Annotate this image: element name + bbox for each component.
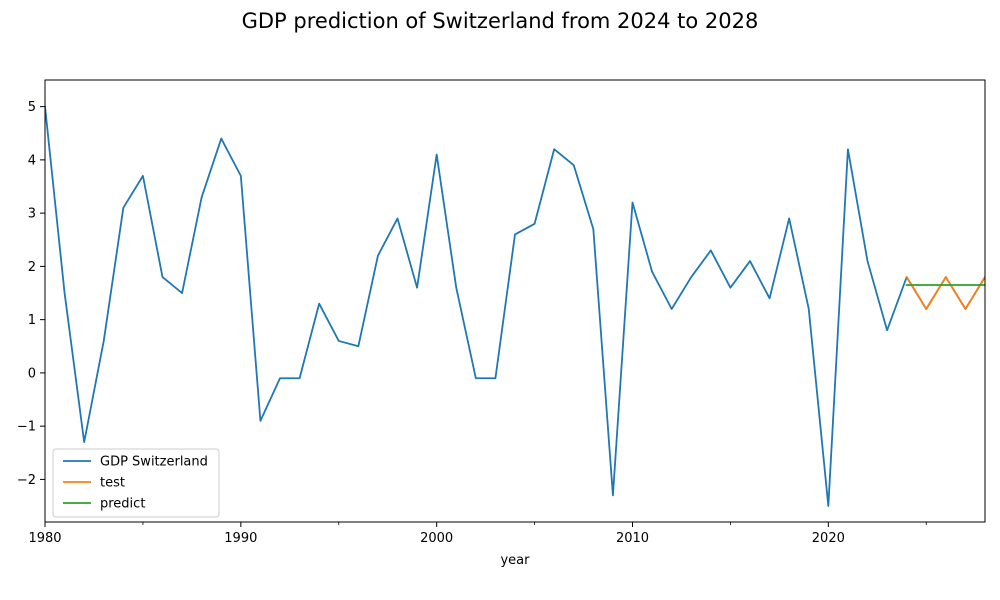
y-tick-label: 5 xyxy=(28,100,36,115)
y-tick-label: −2 xyxy=(17,473,36,488)
legend-label: GDP Switzerland xyxy=(100,455,208,470)
y-tick-label: −1 xyxy=(17,420,36,435)
legend: GDP Switzerland test predict xyxy=(52,448,220,518)
series-line-test xyxy=(905,275,985,310)
legend-label: predict xyxy=(100,497,145,512)
axes: 1980 1990 2000 2010 2020 −2 −1 0 1 2 3 4 5 xyxy=(17,79,986,546)
x-axis-label: year xyxy=(500,553,530,568)
series-group xyxy=(45,105,985,507)
y-tick-label: 3 xyxy=(28,207,36,222)
y-tick-label: 4 xyxy=(28,153,36,168)
legend-box xyxy=(52,448,220,518)
plot-area xyxy=(45,105,985,507)
series-line-gdp-switzerland xyxy=(45,105,985,507)
x-tick-label: 1980 xyxy=(28,531,61,546)
x-tick-label: 1990 xyxy=(224,531,257,546)
x-tick-label: 2020 xyxy=(812,531,845,546)
legend-label: test xyxy=(100,476,125,491)
y-tick-label: 2 xyxy=(28,260,36,275)
x-tick-label: 2010 xyxy=(616,531,649,546)
x-tick-label: 2000 xyxy=(420,531,453,546)
plot-frame xyxy=(44,79,986,523)
y-tick-label: 0 xyxy=(28,366,36,381)
chart-title: GDP prediction of Switzerland from 2024 … xyxy=(242,9,759,33)
y-tick-label: 1 xyxy=(28,313,36,328)
